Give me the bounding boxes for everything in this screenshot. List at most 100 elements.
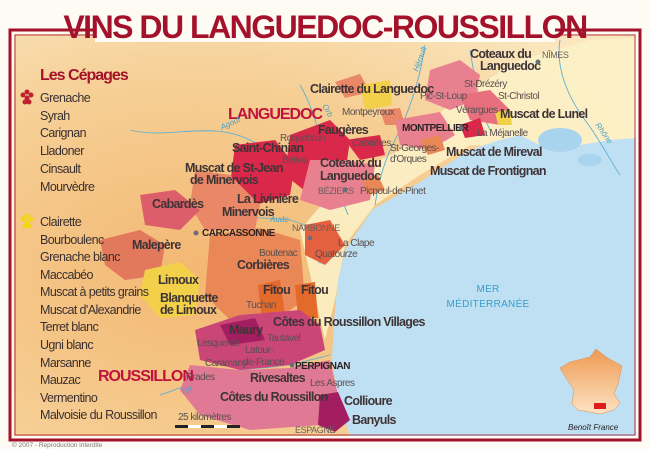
- lagoon: [538, 128, 582, 152]
- scale-bar: 25 kilomètres: [175, 412, 240, 428]
- legend-heading: Les Cépages: [40, 67, 129, 84]
- sea-label: MER: [476, 284, 499, 295]
- terroir-label: Vérargues: [456, 105, 498, 116]
- mediterranean-sea: [332, 135, 636, 436]
- area-coteaux: [335, 74, 370, 98]
- appellation-label: Clairette du Languedoc: [310, 82, 434, 96]
- red-grape-item: Syrah: [40, 109, 70, 123]
- white-grape-item: Maccabéo: [40, 268, 94, 282]
- scale-label: 25 kilomètres: [178, 412, 231, 423]
- copyright: © 2007 - Reproduction interdite: [12, 441, 103, 449]
- white-grape-item: Terret blanc: [40, 320, 98, 334]
- white-grape-item: Muscat d'Alexandrie: [40, 303, 141, 317]
- city-label: CARCASSONNE: [202, 228, 276, 239]
- river-label: Têt: [180, 384, 195, 397]
- map-frame: [8, 6, 642, 442]
- white-grape-item: Mauzac: [40, 373, 81, 387]
- terroir-label: de-France: [243, 357, 285, 368]
- appellation-label: de Limoux: [160, 303, 217, 317]
- white-grape-item: Muscat à petits grains: [40, 285, 149, 299]
- white-grape-item: Vermentino: [40, 391, 98, 405]
- france-inset-map: [559, 348, 623, 415]
- sea-label: MÉDITERRANÉE: [446, 297, 529, 310]
- area-picpoul: [362, 175, 385, 195]
- legend: Les Cépages Grenache Syrah Carignan Llad…: [20, 67, 158, 422]
- city-label: MONTPELLIER: [402, 123, 469, 134]
- appellation-label: Fitou: [301, 283, 328, 297]
- white-grape-item: Bourboulenc: [40, 233, 104, 247]
- appellation-label: Cabardès: [152, 197, 204, 211]
- area-coteaux-languedoc: [300, 160, 375, 210]
- white-grape-item: Ugni blanc: [40, 338, 93, 352]
- appellation-label: Banyuls: [352, 413, 396, 427]
- lagoon: [578, 154, 602, 166]
- terroir-label: La Clape: [338, 238, 375, 249]
- appellation-label: Muscat de St-Jean: [185, 161, 283, 175]
- area-clairette: [360, 80, 392, 110]
- country-label: ESPAGNE: [295, 425, 335, 435]
- region-languedoc: LANGUEDOC: [228, 106, 324, 123]
- appellation-label: Languedoc: [320, 169, 381, 183]
- white-grape-item: Grenache blanc: [40, 250, 120, 264]
- terroir-label: Boutenac: [259, 248, 298, 259]
- terroir-label: Pic-St-Loup: [420, 91, 468, 102]
- terroir-label: St-Drézéry: [464, 79, 507, 90]
- red-grape-item: Mourvèdre: [40, 180, 95, 194]
- city-label: BÉZIERS: [318, 186, 354, 196]
- appellation-label: Coteaux du: [320, 156, 381, 170]
- appellation-label: Rivesaltes: [250, 371, 306, 385]
- river-label: Aude: [269, 215, 289, 224]
- terroir-label: Les Aspres: [310, 378, 355, 389]
- area-malepere: [100, 230, 165, 280]
- city-markers: [193, 59, 541, 368]
- appellation-label: Corbières: [237, 258, 290, 272]
- area-muscat-mireval: [420, 135, 445, 155]
- appellation-label: La Livinière: [237, 192, 299, 206]
- area-minervois: [190, 170, 260, 230]
- terroir-label: Latour-: [245, 345, 273, 356]
- red-grape-item: Carignan: [40, 126, 87, 140]
- terroir-label: Tuchan: [246, 300, 276, 311]
- area-limoux: [140, 262, 200, 318]
- map-title: VINS DU LANGUEDOC-ROUSSILLON: [63, 9, 586, 45]
- appellation-label: Malepère: [132, 238, 181, 252]
- appellation-label: Fitou: [263, 283, 290, 297]
- terroir-label: Lesquerde: [197, 338, 241, 349]
- area-fitou-1: [258, 280, 285, 320]
- coastal-plain: [300, 38, 636, 340]
- appellation-label: Limoux: [158, 273, 199, 287]
- red-grape-item: Lladoner: [40, 144, 84, 158]
- appellation-label: Côtes du Roussillon Villages: [273, 315, 425, 329]
- appellation-label: Blanquette: [160, 291, 218, 305]
- terroir-label: Montpeyroux: [342, 107, 395, 118]
- terroir-label: Picpoul-de-Pinet: [360, 186, 426, 197]
- terroir-label: St-Georges-: [390, 143, 439, 154]
- area-saint-chinian: [230, 140, 295, 205]
- area-cotes-roussillon: [180, 360, 338, 430]
- red-grape-item: Cinsault: [40, 162, 81, 176]
- terroir-label: Berlou: [282, 155, 308, 166]
- appellation-label: Maury: [229, 323, 263, 337]
- city-label: NARBONNE: [292, 223, 340, 233]
- terroir-label: d'Orques: [390, 154, 427, 165]
- white-grape-icon: [20, 213, 34, 229]
- signature: Benoît France: [568, 423, 619, 432]
- appellation-label: Collioure: [344, 394, 393, 408]
- white-grape-item: Clairette: [40, 215, 82, 229]
- red-grape-item: Grenache: [40, 91, 91, 105]
- appellation-label: Muscat de Lunel: [500, 107, 588, 121]
- appellation-label: Minervois: [222, 205, 275, 219]
- appellation-label: Saint-Chinian: [232, 141, 304, 155]
- appellation-label: Coteaux du: [470, 47, 531, 61]
- area-fitou-2: [295, 282, 318, 318]
- area-maury: [220, 318, 265, 345]
- terroir-label: Prades: [186, 372, 215, 383]
- appellation-label: Languedoc: [480, 59, 541, 73]
- appellation-label: Muscat de Frontignan: [430, 164, 546, 178]
- appellation-label: de Minervois: [190, 173, 259, 187]
- appellation-label: Faugères: [318, 123, 369, 137]
- appellation-label: Muscat de Mireval: [446, 145, 542, 159]
- region-highlight: [594, 403, 606, 409]
